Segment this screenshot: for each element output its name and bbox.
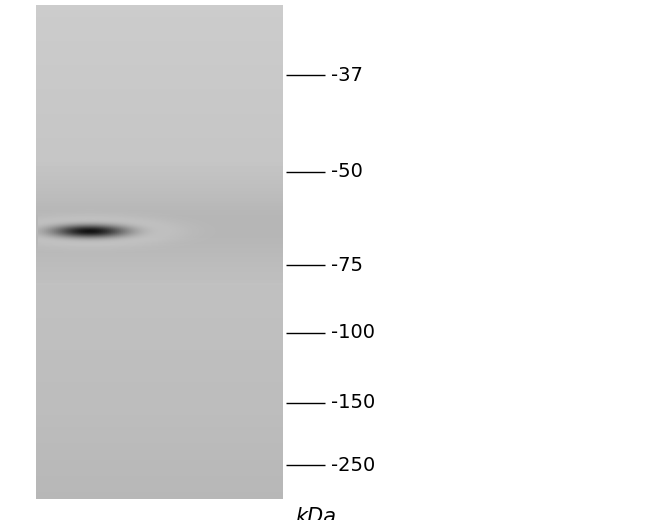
Text: -100: -100 xyxy=(332,323,376,342)
Text: kDa: kDa xyxy=(296,507,337,520)
Text: -75: -75 xyxy=(332,256,363,275)
Text: -50: -50 xyxy=(332,162,363,181)
Text: -37: -37 xyxy=(332,66,363,85)
Text: -150: -150 xyxy=(332,394,376,412)
Text: -250: -250 xyxy=(332,456,376,475)
